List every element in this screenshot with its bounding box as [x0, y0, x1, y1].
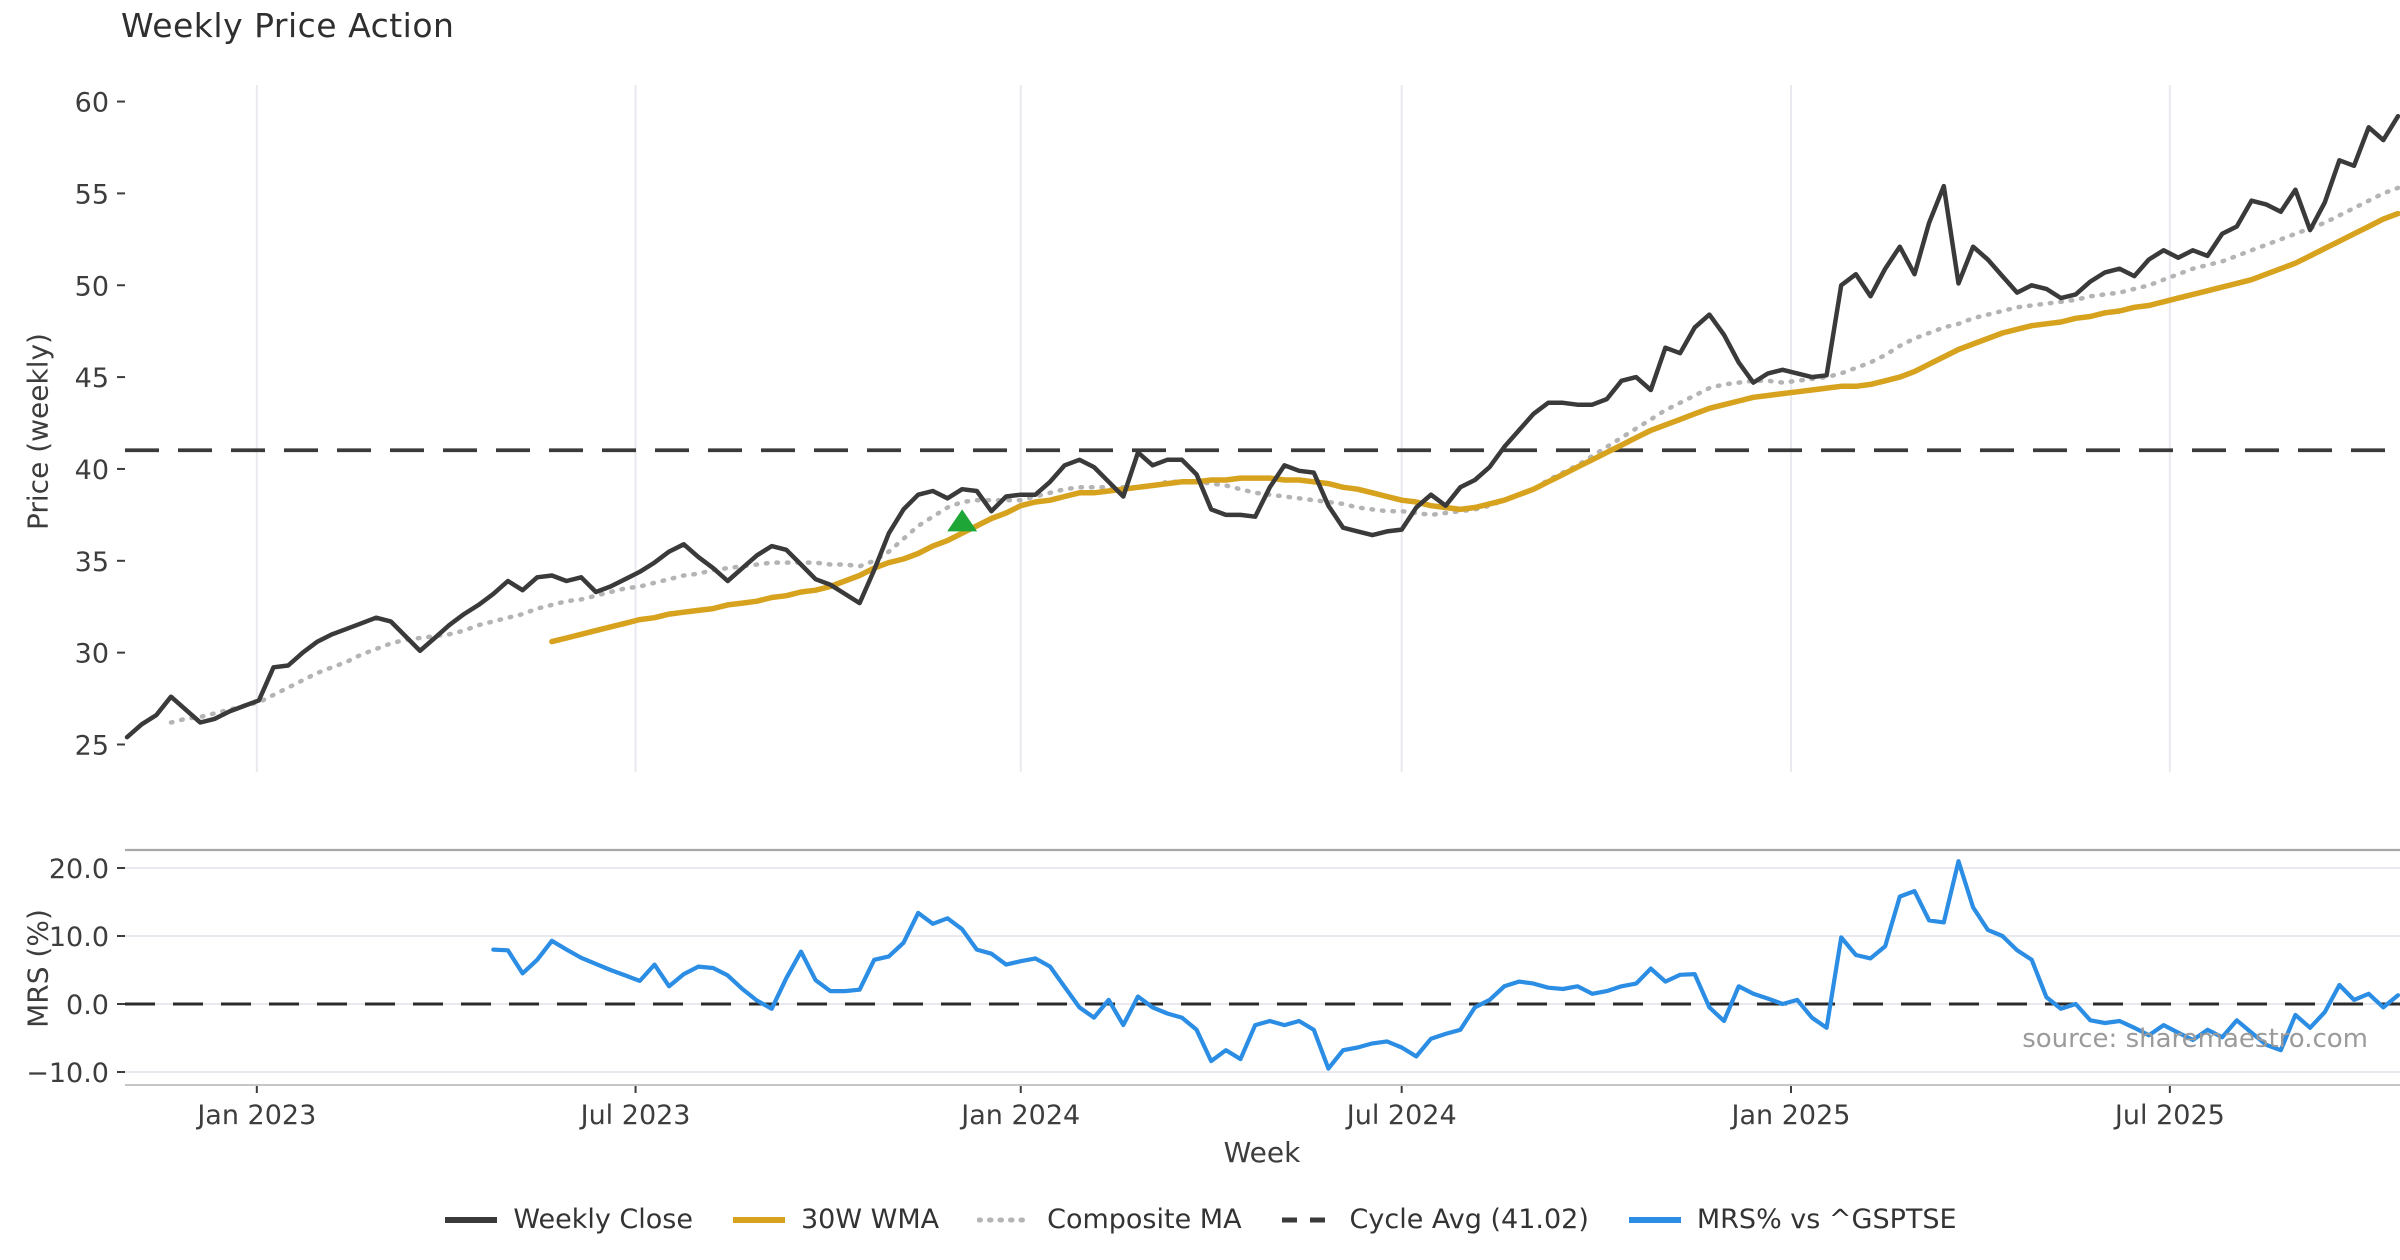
x-tick-label: Jul 2024	[1345, 1100, 1457, 1131]
legend-swatch-mrs-icon	[1628, 1216, 1681, 1223]
mrs-ytick-label: 0.0	[66, 990, 109, 1021]
legend-label: Composite MA	[1047, 1204, 1242, 1235]
legend-item-cycle-avg: Cycle Avg (41.02)	[1280, 1204, 1589, 1235]
x-tick-label: Jan 2024	[959, 1100, 1080, 1131]
legend: Weekly Close 30W WMA Composite MA Cycle …	[0, 1204, 2400, 1235]
mrs-ytick-label: 20.0	[49, 854, 109, 885]
x-tick-label: Jul 2025	[2113, 1100, 2225, 1131]
mrs-ytick-label: 10.0	[49, 922, 109, 953]
x-axis-label: Week	[1223, 1136, 1301, 1169]
x-tick-label: Jan 2023	[195, 1100, 316, 1131]
weekly-close-line	[124, 113, 2400, 740]
price-ytick-label: 60	[75, 88, 109, 119]
price-ytick-label: 40	[75, 455, 109, 486]
price-axis-label: Price (weekly)	[21, 333, 55, 530]
legend-item-composite: Composite MA	[977, 1204, 1242, 1235]
wma-line	[549, 210, 2400, 645]
mrs-line	[491, 859, 2400, 1071]
legend-label: MRS% vs ^GSPTSE	[1696, 1204, 1957, 1235]
composite-ma-line	[168, 185, 2400, 725]
legend-label: Weekly Close	[513, 1204, 693, 1235]
legend-swatch-weekly-close-icon	[445, 1216, 498, 1223]
x-tick-label: Jan 2025	[1730, 1100, 1851, 1131]
legend-swatch-composite-icon	[977, 1217, 1034, 1222]
price-ytick-label: 50	[75, 271, 109, 302]
price-ytick-label: 25	[75, 731, 109, 762]
chart-title: Weekly Price Action	[121, 6, 455, 45]
price-ytick-label: 55	[75, 179, 109, 210]
source-note: source: sharemaestro.com	[2022, 1024, 2368, 1054]
x-tick-label: Jul 2023	[579, 1100, 691, 1131]
mrs-ytick-label: −10.0	[26, 1058, 109, 1089]
legend-swatch-wma-icon	[732, 1216, 785, 1223]
mrs-axis-label: MRS (%)	[21, 909, 55, 1028]
legend-item-mrs: MRS% vs ^GSPTSE	[1627, 1204, 1957, 1235]
signal-triangle-icon	[947, 509, 978, 532]
price-ytick-label: 45	[75, 363, 109, 394]
price-ytick-label: 35	[75, 547, 109, 578]
legend-label: 30W WMA	[800, 1204, 940, 1235]
legend-label: Cycle Avg (41.02)	[1349, 1204, 1589, 1235]
legend-item-wma: 30W WMA	[731, 1204, 939, 1235]
legend-item-weekly-close: Weekly Close	[443, 1204, 693, 1235]
price-ytick-label: 30	[75, 639, 109, 670]
legend-swatch-cycle-avg-icon	[1281, 1217, 1334, 1222]
